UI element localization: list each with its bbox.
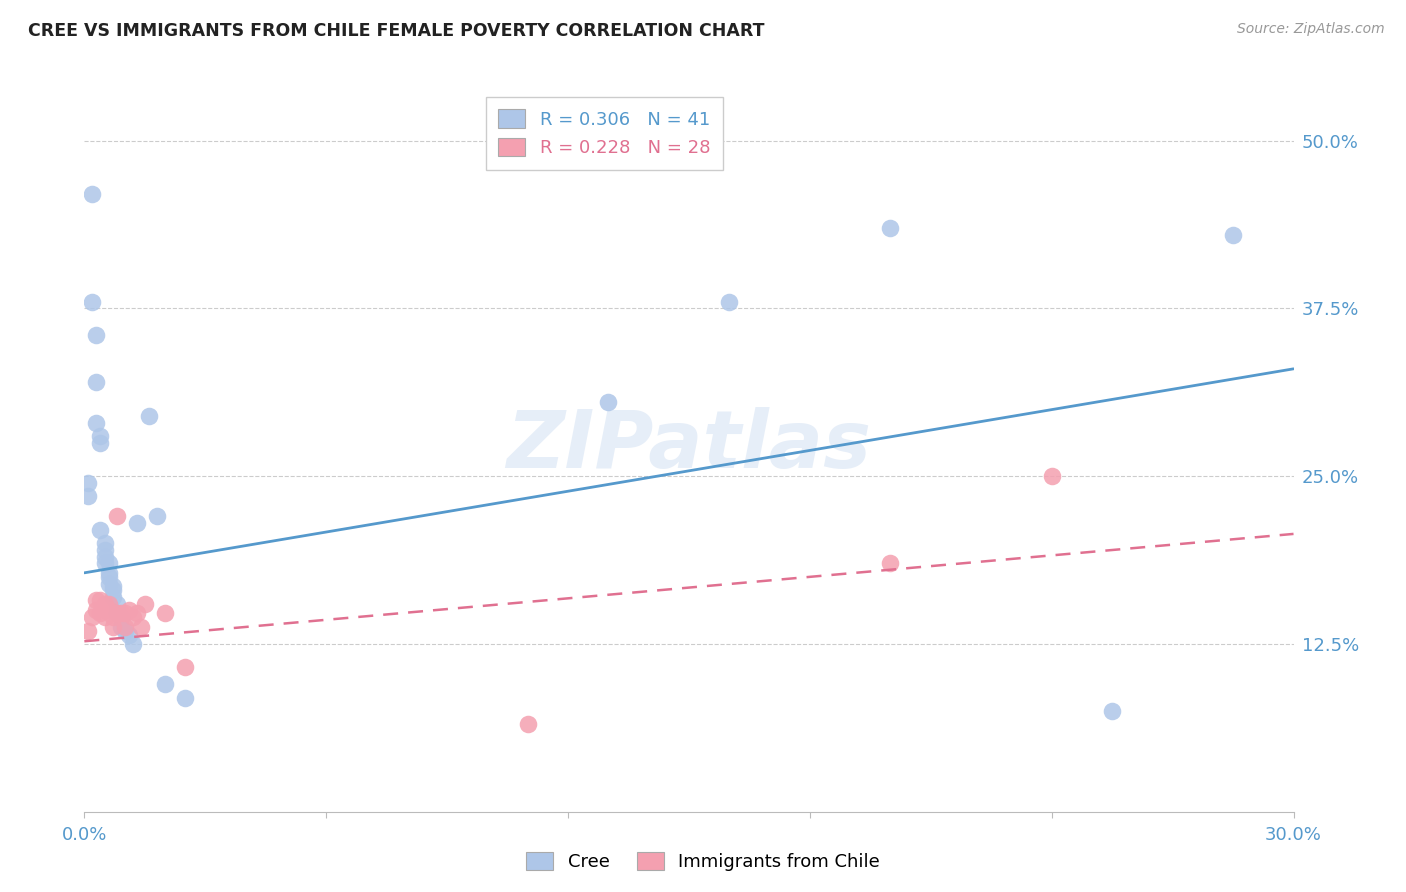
Point [114,606,136,620]
Text: CREE VS IMMIGRANTS FROM CHILE FEMALE POVERTY CORRELATION CHART: CREE VS IMMIGRANTS FROM CHILE FEMALE POV… [28,22,765,40]
Point [125,606,148,620]
Point [105,597,128,611]
Point [89,523,111,537]
Point [598,395,620,409]
Point [93,557,115,571]
Text: Source: ZipAtlas.com: Source: ZipAtlas.com [1237,22,1385,37]
Point [97,603,120,617]
Point [89,592,111,607]
Point [101,610,124,624]
Point [146,509,169,524]
Point [110,606,132,620]
Point [97,570,120,584]
Point [86,416,108,430]
Point [153,677,176,691]
Point [97,557,120,571]
Point [110,619,132,633]
Point [153,606,176,620]
Point [114,624,136,638]
Point [101,619,124,633]
Point [121,637,143,651]
Point [1040,469,1063,483]
Point [93,610,115,624]
Point [105,509,128,524]
Point [110,610,132,624]
Point [1101,704,1123,718]
Point [134,597,156,611]
Point [101,583,124,598]
Point [82,294,104,309]
Point [118,627,141,641]
Legend: Cree, Immigrants from Chile: Cree, Immigrants from Chile [519,846,887,879]
Point [125,516,148,531]
Point [879,557,901,571]
Point [105,606,128,620]
Point [93,597,115,611]
Point [97,576,120,591]
Point [86,603,108,617]
Point [118,603,141,617]
Point [101,579,124,593]
Point [86,328,108,343]
Text: ZIPatlas: ZIPatlas [506,407,872,485]
Point [516,717,538,731]
Point [138,409,160,423]
Point [97,597,120,611]
Point [101,590,124,604]
Point [77,475,100,490]
Point [89,429,111,443]
Point [97,566,120,580]
Point [82,610,104,624]
Point [174,660,197,674]
Point [105,606,128,620]
Point [121,610,143,624]
Point [86,592,108,607]
Point [718,294,741,309]
Point [82,187,104,202]
Point [89,606,111,620]
Y-axis label: Female Poverty: Female Poverty [0,382,8,510]
Point [879,221,901,235]
Point [89,435,111,450]
Point [93,549,115,564]
Point [174,690,197,705]
Legend: R = 0.306   N = 41, R = 0.228   N = 28: R = 0.306 N = 41, R = 0.228 N = 28 [485,96,723,169]
Point [93,603,115,617]
Point [86,376,108,390]
Point [77,624,100,638]
Point [93,536,115,550]
Point [77,489,100,503]
Point [93,543,115,558]
Point [114,619,136,633]
Point [129,619,152,633]
Point [1222,227,1244,242]
